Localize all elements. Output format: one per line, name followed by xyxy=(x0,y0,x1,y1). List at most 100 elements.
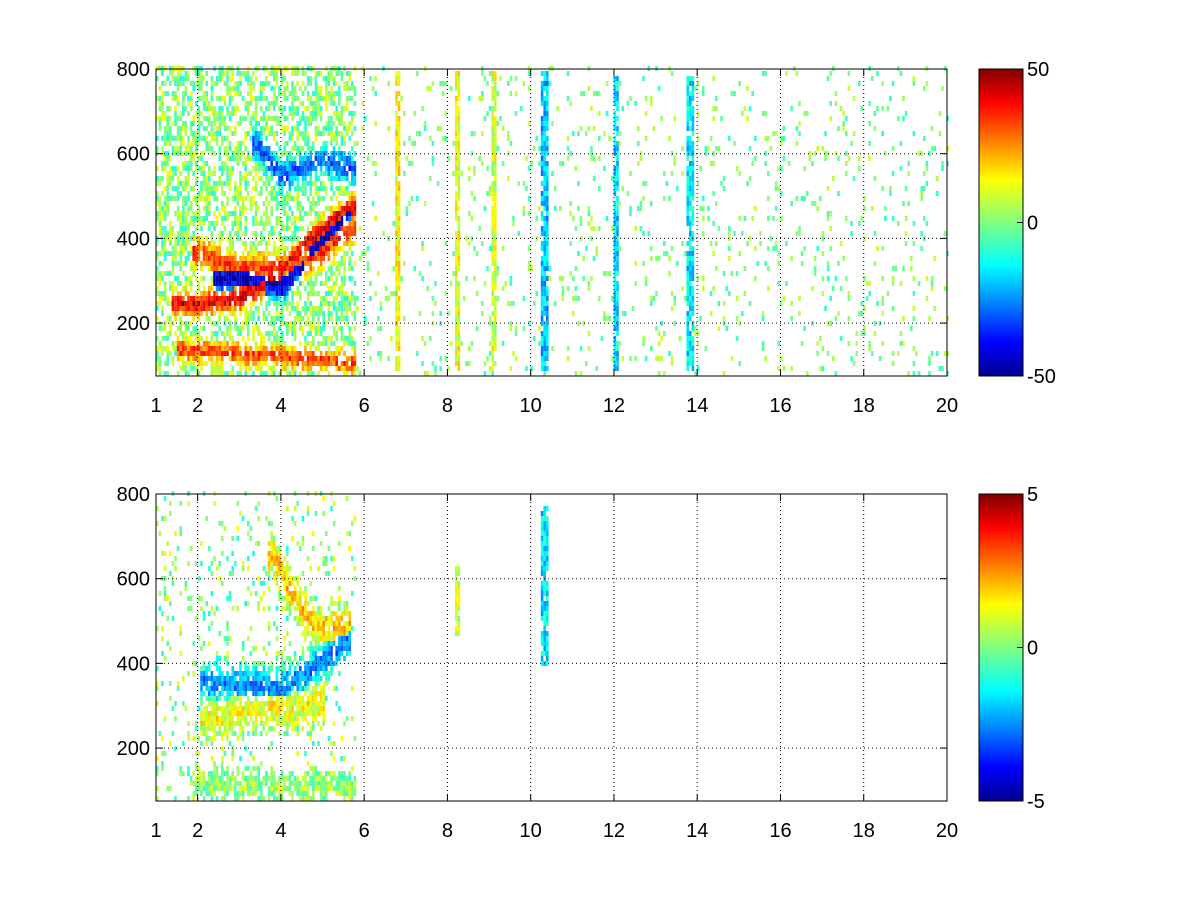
heatmap-cell xyxy=(691,156,695,161)
heatmap-cell xyxy=(449,281,453,286)
heatmap-cell xyxy=(530,161,533,166)
heatmap-cell xyxy=(260,116,263,121)
y-tick-label: 600 xyxy=(117,144,150,166)
heatmap-cell xyxy=(317,361,320,366)
heatmap-cell xyxy=(860,311,864,316)
heatmap-cell xyxy=(306,166,310,171)
heatmap-cell xyxy=(169,141,172,146)
heatmap-cell xyxy=(241,301,245,306)
heatmap-cell xyxy=(226,126,229,131)
heatmap-cell xyxy=(200,701,203,706)
heatmap-cell xyxy=(215,321,219,326)
heatmap-cell xyxy=(197,106,201,111)
heatmap-cell xyxy=(395,206,398,211)
heatmap-cell xyxy=(223,181,227,186)
heatmap-cell xyxy=(670,171,674,176)
heatmap-cell xyxy=(283,116,286,121)
heatmap-cell xyxy=(340,256,344,261)
heatmap-cell xyxy=(353,361,357,366)
heatmap-cell xyxy=(179,116,182,121)
heatmap-cell xyxy=(208,341,211,346)
heatmap-cell xyxy=(912,241,916,246)
heatmap-cell xyxy=(278,201,281,206)
heatmap-cell xyxy=(189,261,193,266)
heatmap-cell xyxy=(325,126,328,131)
heatmap-cell xyxy=(907,161,910,166)
heatmap-cell xyxy=(202,101,206,106)
heatmap-cell xyxy=(325,91,328,96)
heatmap-cell xyxy=(221,161,224,166)
heatmap-cell xyxy=(309,96,312,101)
heatmap-cell xyxy=(858,311,861,316)
heatmap-cell xyxy=(273,341,276,346)
heatmap-cell xyxy=(179,141,182,146)
heatmap-cell xyxy=(301,216,305,221)
heatmap-cell xyxy=(327,306,331,311)
heatmap-cell xyxy=(179,531,182,536)
heatmap-cell xyxy=(312,101,315,106)
heatmap-cell xyxy=(200,291,203,296)
heatmap-cell xyxy=(319,116,323,121)
heatmap-cell xyxy=(621,356,624,361)
heatmap-cell xyxy=(296,311,299,316)
heatmap-cell xyxy=(319,331,323,336)
heatmap-cell xyxy=(171,196,175,201)
heatmap-cell xyxy=(353,161,357,166)
heatmap-cell xyxy=(722,176,726,181)
heatmap-cell xyxy=(301,166,305,171)
heatmap-cell xyxy=(395,291,398,296)
heatmap-cell xyxy=(309,111,312,116)
heatmap-cell xyxy=(208,286,211,291)
heatmap-cell xyxy=(244,221,247,226)
heatmap-cell xyxy=(200,561,203,566)
heatmap-cell xyxy=(689,331,692,336)
heatmap-cell xyxy=(286,371,289,376)
heatmap-cell xyxy=(262,171,266,176)
heatmap-cell xyxy=(491,331,494,336)
heatmap-cell xyxy=(210,356,214,361)
heatmap-cell xyxy=(543,191,546,196)
heatmap-cell xyxy=(210,341,214,346)
heatmap-cell xyxy=(314,246,318,251)
heatmap-cell xyxy=(296,276,299,281)
heatmap-cell xyxy=(236,141,240,146)
heatmap-cell xyxy=(299,166,302,171)
heatmap-cell xyxy=(322,316,325,321)
heatmap-cell xyxy=(262,86,266,91)
heatmap-cell xyxy=(192,131,195,136)
heatmap-cell xyxy=(226,301,229,306)
heatmap-cell xyxy=(275,331,279,336)
heatmap-cell xyxy=(829,101,832,106)
heatmap-cell xyxy=(221,271,224,276)
heatmap-cell xyxy=(205,146,208,151)
heatmap-cell xyxy=(202,781,206,786)
heatmap-cell xyxy=(254,341,258,346)
heatmap-cell xyxy=(228,111,232,116)
heatmap-cell xyxy=(299,296,302,301)
heatmap-cell xyxy=(735,336,739,341)
heatmap-cell xyxy=(936,351,939,356)
heatmap-cell xyxy=(260,256,263,261)
heatmap-cell xyxy=(345,356,349,361)
heatmap-cell xyxy=(543,366,546,371)
heatmap-cell xyxy=(286,296,289,301)
heatmap-cell xyxy=(296,256,299,261)
heatmap-cell xyxy=(852,361,856,366)
heatmap-cell xyxy=(309,251,312,256)
heatmap-cell xyxy=(260,186,263,191)
heatmap-cell xyxy=(491,86,494,91)
heatmap-cell xyxy=(335,221,338,226)
heatmap-cell xyxy=(221,351,224,356)
heatmap-cell xyxy=(330,101,333,106)
heatmap-cell xyxy=(195,306,198,311)
heatmap-cell xyxy=(254,76,258,81)
heatmap-cell xyxy=(543,86,546,91)
heatmap-cell xyxy=(730,271,734,276)
heatmap-cell xyxy=(213,361,216,366)
heatmap-cell xyxy=(543,276,546,281)
heatmap-cell xyxy=(395,146,398,151)
heatmap-cell xyxy=(241,141,245,146)
heatmap-cell xyxy=(507,176,510,181)
heatmap-cell xyxy=(332,251,336,256)
heatmap-cell xyxy=(312,306,315,311)
